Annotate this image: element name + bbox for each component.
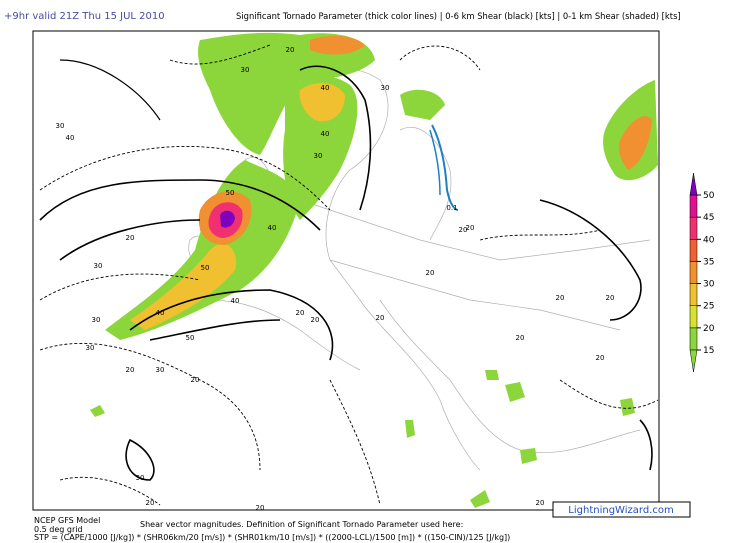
contour-label: 50 [186, 334, 195, 342]
contour-label: 20 [606, 294, 615, 302]
colorbar-band [689, 216, 698, 240]
contour-label: 40 [321, 84, 330, 92]
colorbar-tick-label: 35 [703, 257, 714, 267]
contour-label: 20 [146, 499, 155, 507]
contour-label: 20 [536, 499, 545, 507]
contour-label: 0.1 [446, 204, 457, 212]
contour-label: 40 [321, 130, 330, 138]
contour-label: 20 [516, 334, 525, 342]
contour-label: 20 [376, 314, 385, 322]
watermark-box [552, 501, 691, 518]
contour-label: 50 [201, 264, 210, 272]
contour-label: 40 [156, 309, 165, 317]
contour-label: 40 [268, 224, 277, 232]
colorbar-tick-label: 15 [703, 346, 714, 356]
colorbar-band [689, 194, 698, 218]
colorbar-band [689, 283, 698, 306]
contour-label: 20 [459, 226, 468, 234]
colorbar-tick-label: 45 [703, 213, 714, 223]
colorbar-arrow-top [689, 172, 698, 196]
contour-label: 30 [314, 152, 323, 160]
valid-time: +9hr valid 21Z Thu 15 JUL 2010 [4, 11, 165, 22]
colorbar-band [689, 261, 698, 284]
contour-label: 50 [226, 189, 235, 197]
contour-label: 30 [86, 344, 95, 352]
colorbar-band [689, 305, 698, 329]
definition: Shear vector magnitudes. Definition of S… [140, 520, 463, 529]
colorbar-band [689, 327, 698, 351]
contour-label: 20 [596, 354, 605, 362]
grid-note: 0.5 deg grid [34, 525, 83, 534]
contour-label: 20 [286, 46, 295, 54]
contour-label: 30 [156, 366, 165, 374]
contour-label: 20 [426, 269, 435, 277]
contour-label: 20 [126, 234, 135, 242]
contour-label: 40 [231, 297, 240, 305]
colorbar-tick-label: 30 [703, 280, 715, 290]
stp-contour [429, 129, 441, 196]
contour-label: 30 [56, 122, 65, 130]
stp-contour [431, 124, 459, 211]
contour-label: 20 [466, 224, 475, 232]
contour-label: 30 [381, 84, 390, 92]
colorbar-arrow-bottom [689, 349, 698, 373]
colorbar-band [689, 239, 698, 262]
contour-label: 20 [126, 366, 135, 374]
colorbar-tick-label: 40 [703, 235, 715, 245]
contour-label: 30 [136, 474, 145, 482]
watermark: LightningWizard.com [568, 505, 673, 516]
model-name: NCEP GFS Model [34, 516, 100, 525]
contour-label: 30 [241, 66, 250, 74]
contour-label: 30 [94, 262, 103, 270]
contour-label: 20 [256, 504, 265, 512]
shear-shading [90, 32, 658, 508]
contour-label: 20 [311, 316, 320, 324]
map-title: Significant Tornado Parameter (thick col… [236, 11, 681, 21]
contour-label: 20 [296, 309, 305, 317]
colorbar-tick-label: 20 [703, 324, 715, 334]
contour-label: 20 [556, 294, 565, 302]
colorbar-tick-label: 50 [703, 191, 715, 201]
shear-contours [39, 59, 653, 481]
stp-formula: STP = (CAPE/1000 [J/kg]) * (SHR06km/20 [… [34, 533, 510, 542]
contour-label: 20 [191, 376, 200, 384]
contour-label: 40 [66, 134, 75, 142]
colorbar: 15 20 25 30 35 40 45 50 [689, 172, 715, 373]
contour-label: 30 [92, 316, 101, 324]
colorbar-tick-label: 25 [703, 302, 714, 312]
shear-dashed-contours [39, 44, 659, 506]
